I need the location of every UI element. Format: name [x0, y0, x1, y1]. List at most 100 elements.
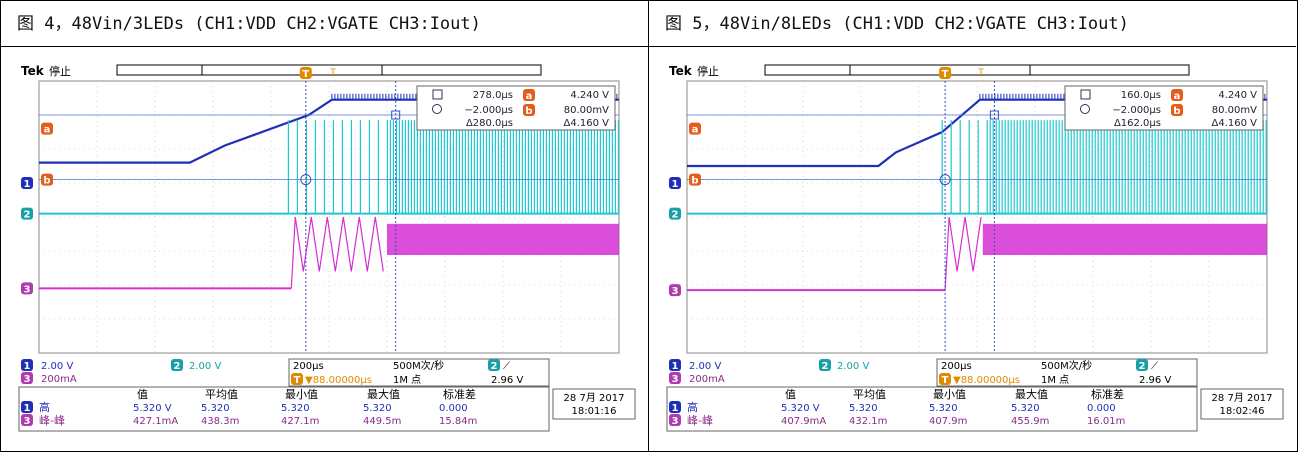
readout-square-icon: [1080, 89, 1091, 100]
cursor-square: [989, 110, 999, 120]
measurement-header: 值: [137, 388, 148, 401]
ch1-badge-chip-label: 1: [24, 361, 31, 372]
trigger-pos-chip-chip: [939, 373, 951, 385]
readout-b-chip-chip: [523, 104, 535, 116]
ch2-scale: 2.00 V: [189, 361, 221, 372]
ch3-badge-chip-label: 3: [672, 374, 679, 385]
ch1-scale: 2.00 V: [689, 361, 721, 372]
trigger-position-chip-label: T: [942, 69, 949, 80]
measurement-label: 峰-峰: [687, 414, 713, 427]
trigger-level: 2.96 V: [491, 375, 523, 386]
readout-r2-val: 80.00mV: [1212, 105, 1257, 116]
readout-b-chip-chip-label: b: [525, 106, 532, 117]
measurement-channel-chip-label: 1: [672, 403, 679, 414]
readout-circle-icon: [1080, 104, 1090, 114]
readout-box: [1064, 85, 1264, 131]
readout-d-time: Δ162.0μs: [1114, 118, 1161, 129]
measurement-value: 5.320: [201, 403, 230, 414]
ch1-badge-chip: [21, 359, 33, 371]
trigger-pos-chip-chip-label: T: [294, 375, 301, 386]
measurement-header: 标准差: [1091, 387, 1124, 401]
measurement-value: 5.320: [281, 403, 310, 414]
ch3-oscillation: [290, 216, 384, 289]
measurement-value: 0.000: [1087, 403, 1116, 414]
trigger-source-chip: [1136, 359, 1148, 371]
ch1-badge-chip-label: 1: [672, 361, 679, 372]
ch3-envelope: [982, 223, 1267, 255]
scope-svg: Tek 停止 Tab123T160.0μs−2.000μsΔ162.0μsab4.2…: [666, 64, 1284, 432]
timebase-scale: 200μs: [293, 361, 324, 372]
brand-label: Tek: [669, 64, 693, 78]
ch3-badge-chip: [669, 372, 681, 384]
measurement-value: 5.320: [363, 403, 392, 414]
brand-label: Tek: [21, 64, 45, 78]
ch2-marker-chip-label: 2: [672, 210, 679, 221]
measurement-channel-chip: [21, 401, 33, 413]
time-text: 18:02:46: [1220, 406, 1265, 417]
measurement-header: 最大值: [367, 387, 400, 401]
timebase-scale: 200μs: [941, 361, 972, 372]
trigger-pos-chip-chip: [291, 373, 303, 385]
ch2-switching: [941, 120, 1267, 214]
measurement-header: 平均值: [853, 388, 886, 401]
readout-r1-time: 278.0μs: [473, 90, 513, 101]
trigger-source-chip: [488, 359, 500, 371]
measurement-channel-chip-label: 1: [24, 403, 31, 414]
record-length: 1M 点: [1041, 374, 1069, 386]
figure-cell-left: 图 4，48Vin/3LEDs (CH1:VDD CH2:VGATE CH3:I…: [1, 1, 649, 451]
trigger-slope-icon: ⟋: [503, 361, 510, 372]
acq-state: 停止: [697, 64, 719, 78]
measurement-value: 427.1m: [281, 416, 319, 427]
readout-r2-time: −2.000μs: [464, 105, 513, 116]
ch3-marker-chip-label: 3: [24, 284, 31, 295]
readout-a-chip-chip-label: a: [1174, 91, 1181, 102]
readout-a-chip-chip: [1171, 89, 1183, 101]
measurement-value: 427.1mA: [133, 416, 178, 427]
sample-rate: 500M次/秒: [1041, 359, 1092, 372]
measurement-header: 值: [785, 388, 796, 401]
cursor-a-marker-chip-label: a: [692, 125, 699, 136]
record-window: [201, 64, 383, 76]
cursor-square: [391, 110, 401, 120]
readout-r2-time: −2.000μs: [1112, 105, 1161, 116]
trigger-source-chip-label: 2: [1139, 361, 1146, 372]
measurement-header: 平均值: [205, 388, 238, 401]
scope-svg: Tek 停止 Tab123T278.0μs−2.000μsΔ280.0μsab4.2…: [18, 64, 636, 432]
ch1-marker-chip-label: 1: [24, 179, 31, 190]
readout-r1-val: 4.240 V: [570, 90, 609, 101]
measurement-channel-chip: [21, 414, 33, 426]
acq-state: 停止: [49, 64, 71, 78]
readout-a-chip-chip-label: a: [526, 91, 533, 102]
readout-r1-time: 160.0μs: [1121, 90, 1161, 101]
readout-a-chip-chip: [523, 89, 535, 101]
ch3-scale: 200mA: [41, 374, 77, 385]
measurement-header: 最小值: [285, 388, 318, 401]
cursor-circle: [300, 174, 312, 186]
readout-square-icon: [432, 89, 443, 100]
measurement-value: 5.320 V: [133, 403, 172, 414]
cursor-circle: [939, 174, 951, 186]
measurement-channel-chip: [669, 414, 681, 426]
measurement-value: 5.320: [929, 403, 958, 414]
measurement-value: 5.320: [1011, 403, 1040, 414]
measurement-value: 5.320 V: [781, 403, 820, 414]
measurement-header: 最小值: [933, 388, 966, 401]
ch3-scale: 200mA: [689, 374, 725, 385]
trigger-marker: T: [977, 68, 984, 78]
figure-caption: 图 5，48Vin/8LEDs (CH1:VDD CH2:VGATE CH3:I…: [649, 1, 1296, 47]
ch1-scale: 2.00 V: [41, 361, 73, 372]
ch3-badge-chip-label: 3: [24, 374, 31, 385]
datetime-box: [1200, 388, 1284, 420]
ch2-switching: [287, 120, 619, 214]
trigger-pos-chip-chip-label: T: [942, 375, 949, 386]
ch1-marker-chip: [21, 177, 33, 189]
cursor-b-marker-chip: [41, 173, 53, 186]
cursor-readout: 160.0μs −2.000μs Δ162.0μs ab 4.240 V 80.00mV Δ…: [1064, 85, 1264, 131]
cursor-b-marker-chip-label: b: [691, 176, 698, 187]
trigger-position-text: ▼88.00000μs: [305, 375, 372, 386]
cursor-b-marker-chip-label: b: [43, 176, 50, 187]
figure-cell-right: 图 5，48Vin/8LEDs (CH1:VDD CH2:VGATE CH3:I…: [649, 1, 1296, 451]
ch3-marker-chip: [669, 284, 681, 297]
ch2-badge-chip: [819, 359, 831, 371]
cursor-readout: 278.0μs −2.000μs Δ280.0μs ab 4.240 V 80.00mV Δ…: [416, 85, 616, 131]
